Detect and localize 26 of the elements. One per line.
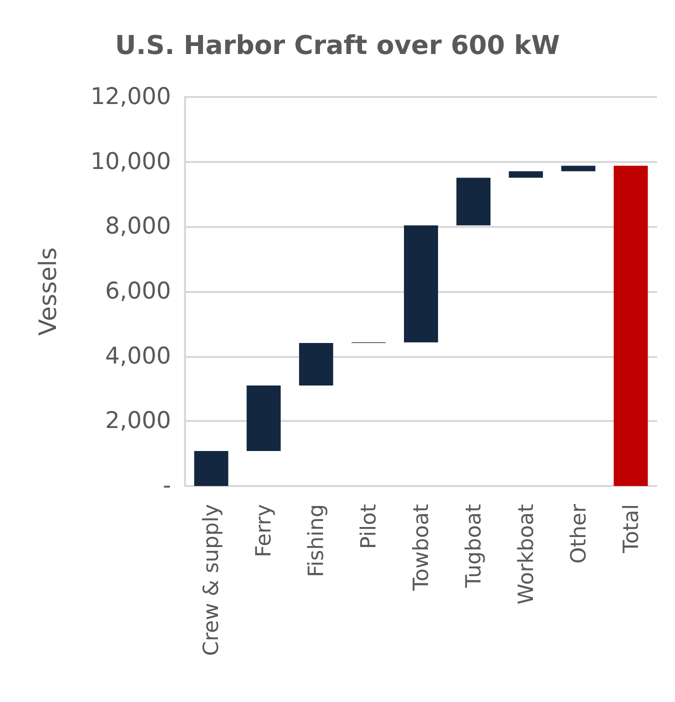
bar: [561, 166, 596, 172]
y-tick-label: 12,000: [90, 84, 171, 110]
bar: [456, 178, 490, 226]
y-tick-label: 2,000: [105, 408, 171, 434]
bar: [508, 171, 543, 178]
bar: [404, 225, 438, 342]
bar: [246, 386, 281, 451]
y-tick-label: -: [162, 473, 171, 499]
y-tick-label: 4,000: [105, 343, 171, 370]
x-tick-label: Crew & supply: [199, 504, 224, 656]
bar: [194, 450, 228, 486]
bar: [299, 343, 334, 386]
x-tick-label: Fishing: [304, 504, 328, 578]
x-tick-label: Total: [618, 504, 643, 554]
x-tick-label: Towboat: [409, 504, 433, 592]
y-tick-label: 10,000: [90, 148, 171, 175]
x-tick-label: Workboat: [514, 504, 538, 604]
chart-title: U.S. Harbor Craft over 600 kW: [115, 31, 560, 61]
x-tick-label: Other: [566, 504, 590, 564]
x-tick-label: Tugboat: [461, 504, 486, 589]
y-axis-title: Vessels: [34, 247, 62, 336]
x-tick-label: Pilot: [356, 504, 381, 549]
y-tick-label: 6,000: [105, 278, 171, 304]
x-tick-label: Ferry: [252, 504, 276, 558]
bar: [614, 166, 648, 486]
y-tick-label: 8,000: [105, 214, 171, 240]
